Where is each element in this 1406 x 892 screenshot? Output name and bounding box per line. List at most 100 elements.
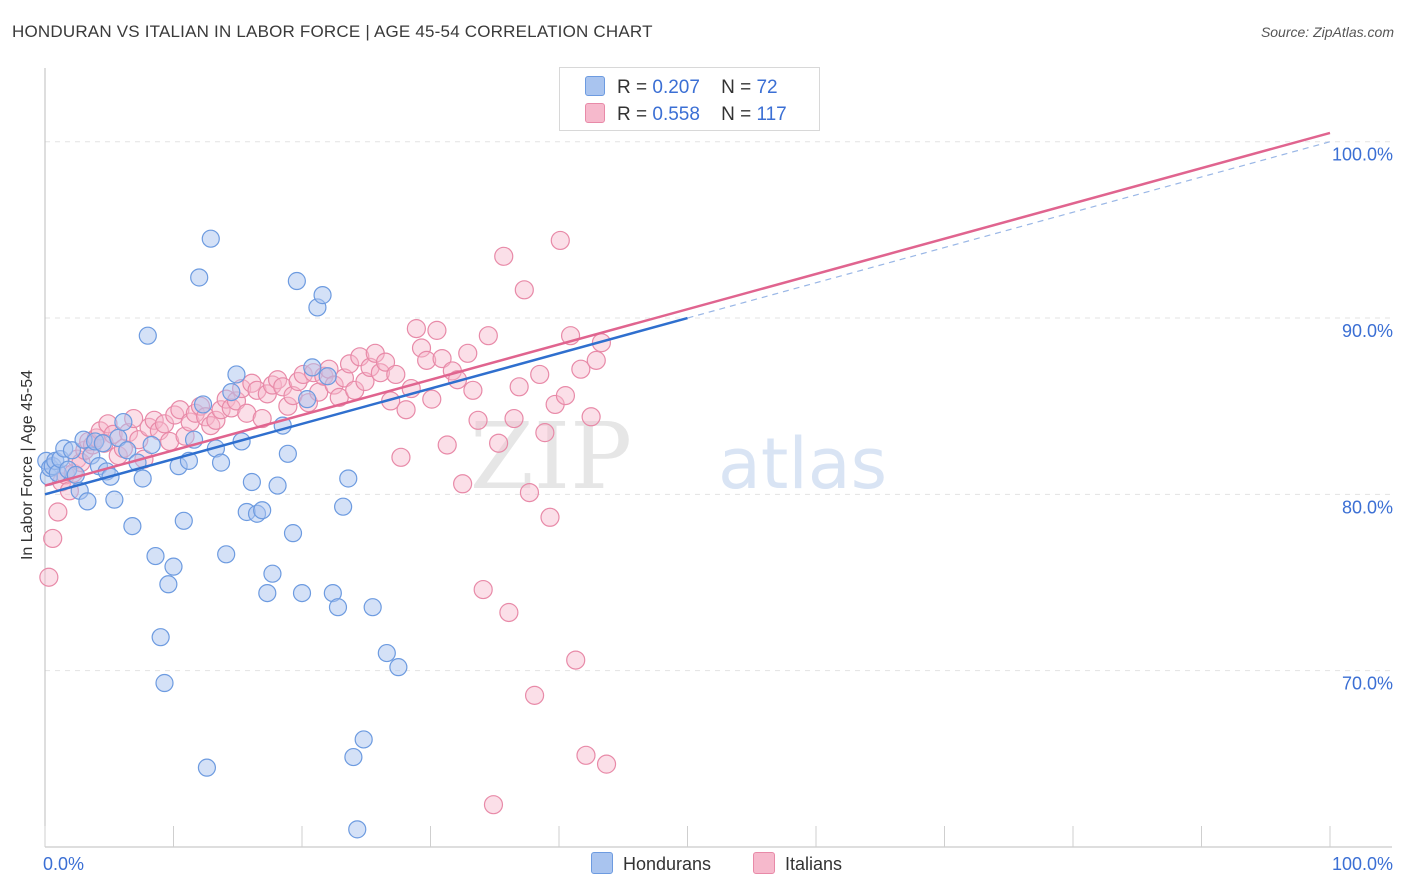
honduran-point <box>263 564 282 583</box>
honduran-point <box>348 820 367 839</box>
correlation-legend: R = 0.207 N = 72 R = 0.558 N = 117 <box>559 67 820 131</box>
italian-point <box>463 380 483 400</box>
honduran-point <box>193 395 213 414</box>
tick-labels: 70.0% 80.0% 90.0% 100.0% 0.0% 100.0% <box>43 145 1393 874</box>
honduran-point <box>242 472 261 492</box>
italian-point <box>391 447 411 467</box>
italian-point <box>201 415 221 436</box>
honduran-point <box>363 598 382 617</box>
honduran-point <box>78 492 97 511</box>
italian-point <box>432 348 452 369</box>
italians-legend-label: Italians <box>785 854 843 874</box>
honduran-point <box>268 476 287 495</box>
italian-point <box>586 350 606 370</box>
hondurans-r-value: 0.207 <box>652 77 700 98</box>
italian-point <box>596 754 617 774</box>
honduran-point <box>339 469 358 488</box>
italian-point <box>406 319 426 339</box>
italian-point <box>524 685 545 705</box>
honduran-point <box>142 435 161 455</box>
italian-point <box>530 364 550 385</box>
honduran-point <box>258 583 277 603</box>
italian-trend-line <box>44 131 1331 487</box>
honduran-point <box>354 730 373 749</box>
italian-point <box>514 280 534 300</box>
italian-point <box>458 343 478 363</box>
honduran-point <box>334 497 353 516</box>
y-tick-label: 90.0% <box>1342 321 1393 341</box>
honduran-point <box>389 658 408 677</box>
grid-lines <box>45 141 1392 672</box>
honduran-point <box>123 516 142 536</box>
y-axis-label: In Labor Force | Age 45-54 <box>19 369 36 561</box>
legend-r-label: R = <box>617 104 648 125</box>
italian-point <box>180 412 200 432</box>
legend-n-label: N = <box>721 77 752 98</box>
italian-point <box>519 482 540 503</box>
watermark: ZIP atlas <box>470 403 887 510</box>
honduran-point <box>174 511 193 530</box>
honduran-point <box>344 747 363 767</box>
honduran-point <box>190 268 209 287</box>
bottom-legend-hondurans[interactable]: Hondurans <box>591 852 711 875</box>
honduran-point <box>287 271 306 291</box>
x-tick-label: 0.0% <box>43 854 84 874</box>
italian-point <box>494 246 514 266</box>
honduran-point <box>217 545 236 564</box>
honduran-point <box>303 358 322 377</box>
italian-point <box>48 502 68 522</box>
hondurans-legend-swatch <box>591 852 613 874</box>
scatter-points <box>37 229 617 839</box>
honduran-point <box>222 382 241 402</box>
honduran-point <box>211 453 231 472</box>
italian-point <box>489 433 509 453</box>
italian-point <box>540 507 560 527</box>
honduran-point <box>197 758 217 777</box>
italian-point <box>581 407 601 427</box>
x-tick-label: 100.0% <box>1332 854 1393 874</box>
italian-point <box>278 396 298 416</box>
italian-point <box>411 338 432 358</box>
italian-point <box>566 650 586 670</box>
hondurans-legend-label: Hondurans <box>623 854 712 874</box>
italian-point <box>375 352 396 372</box>
bottom-legend-italians[interactable]: Italians <box>753 852 842 875</box>
source-label: Source: ZipAtlas.com <box>1260 24 1394 40</box>
italian-point <box>576 745 596 765</box>
watermark-zip: ZIP <box>470 403 632 510</box>
honduran-point <box>118 441 137 460</box>
hondurans-n-value: 72 <box>756 77 778 98</box>
honduran-point <box>62 441 82 460</box>
y-tick-label: 100.0% <box>1332 145 1393 165</box>
honduran-point <box>151 628 170 647</box>
honduran-point <box>253 501 272 520</box>
honduran-point <box>328 598 348 617</box>
italian-point <box>535 423 555 443</box>
legend-row-hondurans: R = 0.207 N = 72 <box>585 76 778 99</box>
italian-point <box>43 528 63 549</box>
honduran-point <box>278 444 297 463</box>
italian-point <box>386 364 406 385</box>
italians-n-value: 117 <box>756 104 787 125</box>
legend-row-italians: R = 0.558 N = 117 <box>585 103 787 126</box>
italian-point <box>468 410 488 430</box>
honduran-point <box>318 367 337 386</box>
honduran-point <box>146 546 165 566</box>
italian-point <box>504 408 524 429</box>
italian-point <box>339 354 360 374</box>
honduran-trend-extension <box>687 141 1331 319</box>
italians-legend-swatch <box>753 852 775 874</box>
italian-point <box>437 435 457 455</box>
trend-lines <box>44 131 1331 496</box>
italian-point <box>571 359 591 379</box>
italian-point <box>237 403 257 423</box>
italian-point <box>370 363 390 383</box>
honduran-point <box>313 286 332 305</box>
italian-point <box>550 230 570 251</box>
honduran-point <box>164 557 183 576</box>
y-tick-label: 70.0% <box>1342 674 1393 694</box>
honduran-point <box>292 583 312 603</box>
italian-point <box>144 410 164 430</box>
italian-point <box>555 386 576 406</box>
